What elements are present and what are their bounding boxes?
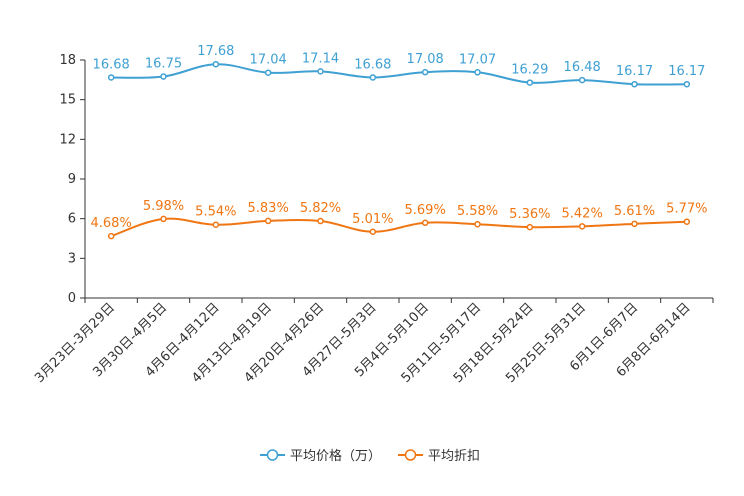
data-label: 17.68 [197,44,234,59]
y-tick-label: 18 [59,53,76,68]
y-tick-label: 15 [59,93,76,108]
y-tick-label: 9 [68,172,76,187]
data-point [160,215,167,223]
data-point [474,220,481,228]
data-label: 16.48 [564,60,601,75]
data-point [369,74,377,81]
data-point [631,220,638,228]
data-point [474,69,481,76]
y-tick-label: 3 [68,251,76,266]
data-point [369,228,377,236]
data-point [107,232,115,240]
data-point [264,217,272,225]
data-label: 5.77% [666,202,707,217]
series-line [111,63,687,86]
data-label: 5.82% [300,201,341,216]
data-label: 5.83% [248,201,289,216]
data-point [526,223,534,231]
data-label: 16.68 [93,57,130,72]
legend-label: 平均折扣 [428,449,480,464]
legend-item-1[interactable]: 平均折扣 [398,449,480,464]
data-label: 5.54% [195,205,236,220]
data-point [683,218,691,225]
legend[interactable]: 平均价格（万） 平均折扣 [260,448,480,464]
series-lines: 16.68 16.75 17.68 17.04 17.14 16.68 17.08 17.07… [91,44,707,240]
data-label: 17.04 [250,53,287,68]
data-point [264,69,272,76]
data-label: 17.07 [459,52,496,67]
series-line [110,217,687,238]
data-point [160,73,167,80]
series-1: 4.68% 5.98% 5.54% 5.83% 5.82% 5.01% 5.69% 5.58%… [91,199,707,240]
data-point [578,76,586,84]
legend-item-0[interactable]: 平均价格（万） [260,448,381,464]
data-label: 17.14 [302,51,339,66]
data-label: 17.08 [407,52,444,67]
legend-marker-icon [266,449,279,461]
data-label: 5.61% [614,204,655,219]
data-point [317,68,324,75]
y-tick-label: 12 [59,132,76,147]
data-label: 16.75 [145,57,182,72]
data-point [631,80,638,88]
data-label: 16.17 [668,64,705,79]
legend-label: 平均价格（万） [290,448,381,464]
data-label: 5.01% [352,212,393,227]
data-point [421,219,429,227]
data-point [212,60,220,68]
data-point [317,217,324,225]
data-label: 5.98% [143,199,184,214]
data-label: 5.69% [405,203,446,218]
data-label: 5.58% [457,204,498,219]
y-tick-label: 6 [68,212,76,227]
data-label: 16.29 [511,63,548,78]
data-point [526,79,534,86]
legend-marker-icon [404,449,417,461]
data-label: 5.36% [509,207,550,222]
data-point [421,68,429,76]
data-point [683,80,691,88]
data-label: 16.17 [616,64,653,79]
data-label: 16.68 [354,57,391,72]
data-point [107,74,115,81]
series-0: 16.68 16.75 17.68 17.04 17.14 16.68 17.08 17.07… [93,44,705,88]
data-point [212,221,220,228]
y-tick-label: 0 [68,291,76,306]
data-label: 5.42% [562,206,603,221]
data-label: 4.68% [91,216,132,231]
data-point [578,223,586,230]
